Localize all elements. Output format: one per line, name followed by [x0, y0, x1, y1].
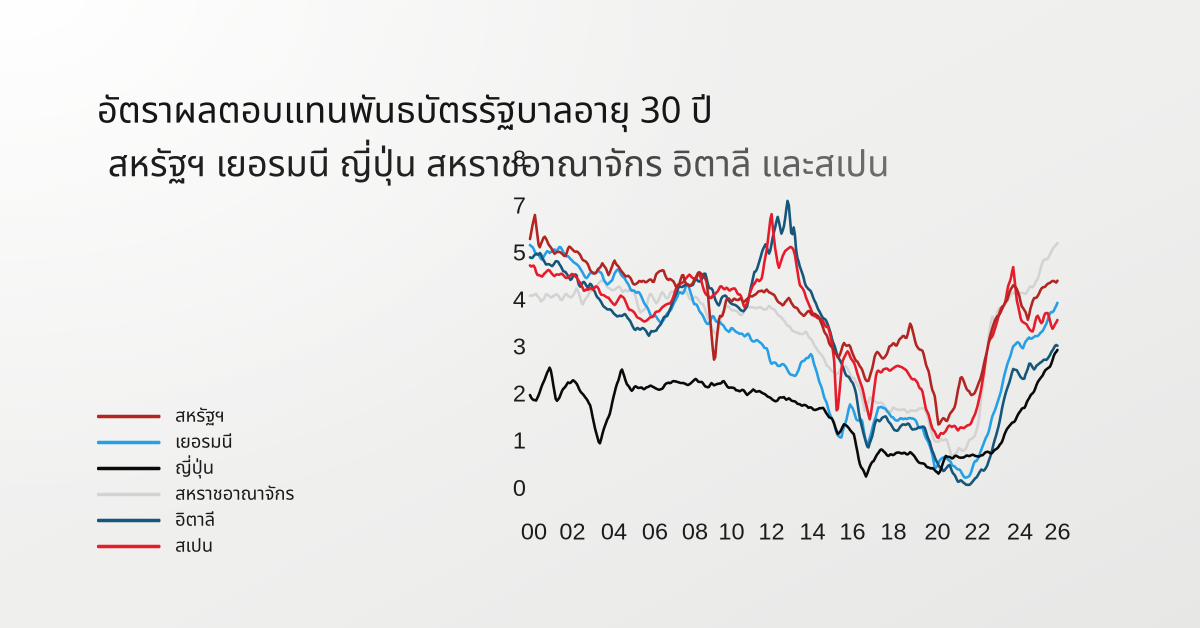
svg-text:08: 08 — [682, 519, 708, 545]
svg-text:12: 12 — [758, 519, 784, 545]
svg-text:04: 04 — [601, 519, 627, 545]
svg-text:2: 2 — [513, 380, 526, 406]
svg-text:7: 7 — [513, 192, 526, 218]
svg-text:3: 3 — [513, 333, 526, 359]
svg-text:5: 5 — [513, 239, 526, 265]
svg-text:02: 02 — [559, 519, 585, 545]
svg-text:14: 14 — [799, 519, 825, 545]
svg-text:00: 00 — [521, 519, 547, 545]
svg-text:26: 26 — [1044, 519, 1070, 545]
svg-text:1: 1 — [513, 427, 526, 453]
svg-text:0: 0 — [513, 475, 526, 501]
svg-text:24: 24 — [1007, 519, 1033, 545]
svg-text:10: 10 — [718, 519, 744, 545]
svg-text:8: 8 — [513, 145, 526, 171]
svg-text:16: 16 — [839, 519, 865, 545]
svg-text:18: 18 — [880, 519, 906, 545]
svg-text:06: 06 — [642, 519, 668, 545]
svg-text:20: 20 — [924, 519, 950, 545]
svg-text:4: 4 — [513, 286, 526, 312]
svg-text:22: 22 — [964, 519, 990, 545]
